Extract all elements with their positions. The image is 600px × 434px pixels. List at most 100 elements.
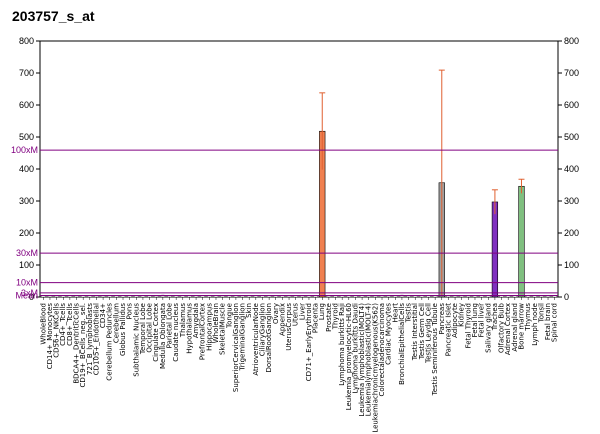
bar bbox=[539, 296, 543, 297]
reference-label: 3xM bbox=[21, 288, 38, 298]
bar bbox=[121, 296, 125, 297]
y-tick-label-right: 400 bbox=[564, 164, 579, 174]
x-category-label: Fetal Thyroid bbox=[464, 303, 472, 348]
x-category-label: Leukemia lymphoblastic(MOLT4) bbox=[358, 303, 366, 417]
bar bbox=[174, 296, 178, 297]
bar bbox=[294, 296, 298, 297]
bar bbox=[500, 296, 504, 297]
y-tick-label-right: 700 bbox=[564, 68, 579, 78]
x-category-label: BronchialEpithelialCells bbox=[398, 303, 406, 385]
bar bbox=[473, 296, 477, 297]
x-category-label: CiliaryGanglion bbox=[258, 303, 266, 356]
x-category-label: Pancreas bbox=[438, 303, 446, 335]
bar bbox=[526, 296, 530, 297]
x-category-label: Thymus bbox=[524, 303, 532, 332]
bar bbox=[393, 296, 397, 297]
bar bbox=[128, 296, 132, 297]
x-category-label: Skin bbox=[245, 303, 253, 318]
x-category-label: Testis Germ Cell bbox=[418, 303, 426, 360]
x-category-label: WholeBrain bbox=[212, 303, 220, 343]
bar bbox=[101, 295, 105, 297]
bar bbox=[314, 296, 318, 297]
bar bbox=[68, 296, 72, 297]
x-category-label: Occipital Lobe bbox=[146, 303, 154, 353]
bar bbox=[353, 296, 357, 297]
bar bbox=[453, 296, 457, 297]
bar bbox=[420, 296, 424, 297]
y-tick-label-left: 0 bbox=[29, 292, 34, 302]
bar bbox=[75, 296, 79, 297]
bar bbox=[327, 296, 331, 297]
bar bbox=[533, 296, 537, 297]
bar bbox=[148, 296, 152, 297]
x-category-label: CD71+_EarlyErythroid bbox=[305, 303, 313, 381]
bar bbox=[201, 296, 205, 297]
x-category-label: CD19+_BCells_neg._sel. bbox=[79, 303, 87, 388]
y-tick-label-right: 500 bbox=[564, 132, 579, 142]
bar bbox=[214, 296, 218, 297]
x-category-label: Lymphoma burkitts Daudi bbox=[351, 303, 359, 393]
x-category-label: Fetal liver bbox=[478, 303, 486, 337]
x-category-label: WholeBlood bbox=[39, 303, 47, 345]
x-category-label: Hypothalamus bbox=[185, 303, 193, 354]
x-category-label: Tonsil bbox=[537, 303, 545, 323]
reference-label: Mean bbox=[15, 291, 38, 301]
bar bbox=[460, 296, 464, 297]
bar bbox=[506, 296, 510, 297]
x-category-label: Salivary gland bbox=[484, 303, 492, 353]
bar bbox=[94, 296, 98, 297]
x-category-label: Testis Interstitial bbox=[411, 303, 419, 361]
x-category-label: Spinal cord bbox=[551, 303, 559, 342]
bar bbox=[287, 296, 291, 297]
bar bbox=[254, 296, 258, 297]
x-category-label: Ovary bbox=[272, 303, 280, 324]
y-tick-label-left: 100 bbox=[19, 260, 34, 270]
bar bbox=[134, 296, 138, 297]
x-category-label: CD4+_Tcells bbox=[59, 303, 67, 346]
x-category-label: Globus Pallidus bbox=[119, 303, 127, 356]
plot-frame bbox=[39, 40, 559, 298]
x-category-label: Subthalamic Nucleus bbox=[132, 303, 140, 377]
bar bbox=[247, 296, 251, 297]
bar bbox=[407, 296, 411, 297]
y-tick-label-right: 100 bbox=[564, 260, 579, 270]
bar bbox=[41, 296, 45, 297]
x-category-label: Tongue bbox=[225, 303, 233, 329]
bar bbox=[367, 296, 371, 297]
y-tick-label-left: 400 bbox=[19, 164, 34, 174]
bar bbox=[347, 296, 351, 297]
x-category-label: Testis bbox=[405, 303, 413, 324]
x-category-label: CD8+_Tcells bbox=[66, 303, 74, 346]
bar bbox=[413, 296, 417, 297]
bar bbox=[334, 296, 338, 297]
x-category-label: Leukemia_promyelocytic-HL60 bbox=[345, 303, 353, 410]
x-category-label: Leukemiachronicmyelogenous(K562) bbox=[371, 303, 379, 433]
x-category-label: Thalamus bbox=[179, 303, 187, 338]
x-category-label: Thyroid bbox=[332, 303, 340, 330]
bar bbox=[114, 296, 118, 297]
bar bbox=[234, 296, 238, 297]
x-category-label: UterusCorpus bbox=[285, 303, 293, 351]
x-category-label: Lymph node bbox=[531, 303, 539, 346]
x-category-label: Fetal brain bbox=[544, 303, 552, 340]
bar bbox=[187, 296, 191, 297]
bar bbox=[433, 296, 437, 297]
x-category-label: Colorectaladenocarcinoma bbox=[378, 303, 386, 397]
bar bbox=[307, 296, 311, 297]
y-tick-label-right: 0 bbox=[564, 292, 569, 302]
x-category-label: Liver bbox=[298, 303, 306, 320]
reference-label: 10xM bbox=[16, 278, 38, 288]
bar bbox=[221, 296, 225, 297]
x-category-label: Temporal Lobe bbox=[139, 303, 147, 355]
y-tick-label-left: 500 bbox=[19, 132, 34, 142]
x-category-label: DorsalRootGanglion bbox=[265, 303, 273, 373]
chart-title: 203757_s_at bbox=[12, 8, 95, 24]
bar bbox=[274, 296, 278, 297]
bar bbox=[168, 296, 171, 297]
x-category-label: CD14+_Monocytes bbox=[46, 303, 54, 370]
bar bbox=[486, 296, 490, 297]
bar bbox=[480, 296, 484, 297]
x-category-label: BDCA4+_DentriticCells bbox=[73, 303, 81, 384]
y-tick-label-right: 200 bbox=[564, 228, 579, 238]
bar bbox=[340, 296, 344, 297]
